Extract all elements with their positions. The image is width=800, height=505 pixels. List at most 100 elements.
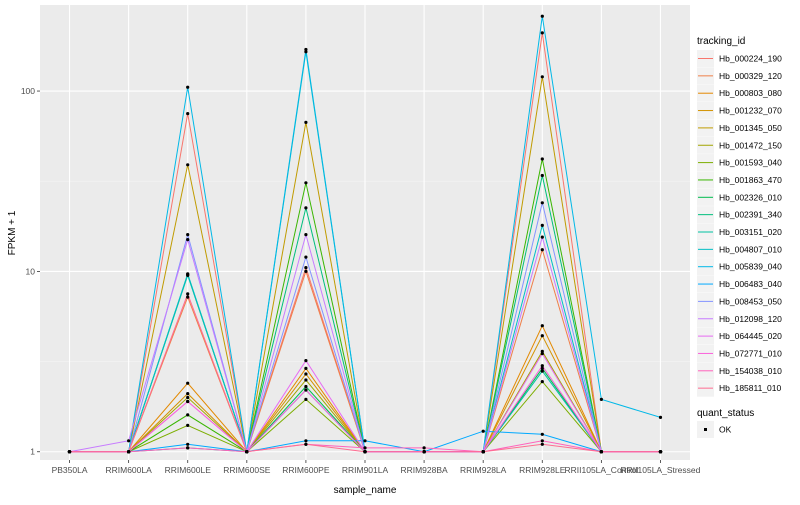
- data-point: [304, 372, 308, 376]
- data-point: [540, 201, 544, 205]
- data-point: [422, 450, 426, 454]
- data-point: [304, 206, 308, 210]
- data-point: [363, 446, 367, 450]
- data-point: [304, 233, 308, 237]
- legend-label: Hb_154038_010: [719, 366, 782, 376]
- data-point: [186, 446, 190, 450]
- data-point: [540, 432, 544, 436]
- legend-label: Hb_001345_050: [719, 123, 782, 133]
- data-point: [540, 380, 544, 384]
- data-point: [186, 85, 190, 89]
- y-tick-label: 1: [30, 447, 35, 457]
- legend-label: Hb_001472_150: [719, 140, 782, 150]
- legend-label: Hb_185811_010: [719, 383, 782, 393]
- data-point: [186, 112, 190, 116]
- y-tick-label: 100: [21, 86, 35, 96]
- legend-quant-status: quant_status OK: [697, 408, 754, 438]
- x-tick-label: PB350LA: [52, 465, 88, 475]
- data-point: [304, 181, 308, 185]
- data-point: [304, 255, 308, 259]
- data-point: [186, 399, 190, 404]
- legend-label: Hb_006483_040: [719, 279, 782, 289]
- legend-label: Hb_005839_040: [719, 262, 782, 272]
- legend-label: Hb_003151_020: [719, 227, 782, 237]
- data-point: [304, 378, 308, 382]
- data-point: [481, 450, 485, 454]
- legend-label: Hb_001863_470: [719, 175, 782, 185]
- y-tick-label: 10: [26, 266, 36, 276]
- data-point: [304, 50, 308, 54]
- legend-quant-status-title: quant_status: [697, 408, 754, 419]
- data-point: [304, 388, 308, 392]
- data-point: [540, 324, 544, 328]
- legend: tracking_id Hb_000224_190 Hb_000329_120 Hb…: [697, 36, 782, 397]
- data-point: [304, 366, 308, 370]
- legend-label: Hb_000803_080: [719, 88, 782, 98]
- data-point: [186, 423, 190, 427]
- data-point: [599, 450, 604, 454]
- data-point: [658, 415, 663, 419]
- data-point: [540, 349, 544, 353]
- x-tick-label: RRIM928BA: [400, 465, 448, 475]
- data-point: [186, 392, 190, 396]
- legend-label: Hb_064445_020: [719, 331, 782, 341]
- data-point: [186, 238, 190, 242]
- x-tick-label: RRIM901LA: [342, 465, 389, 475]
- data-point: [186, 233, 190, 237]
- data-point: [186, 413, 190, 417]
- x-tick-label: RRIM600LA: [105, 465, 152, 475]
- x-axis: PB350LA RRIM600LA RRIM600LE RRIM600SE RRIM60…: [52, 460, 701, 475]
- data-point: [127, 439, 131, 443]
- data-point: [540, 366, 544, 370]
- data-point: [304, 397, 308, 401]
- legend-label: Hb_002326_010: [719, 192, 782, 202]
- data-point: [540, 235, 544, 239]
- data-point: [304, 269, 308, 273]
- legend-label: Hb_002391_340: [719, 210, 782, 220]
- data-point: [540, 442, 544, 446]
- data-point: [540, 31, 544, 35]
- legend-quant-label: OK: [719, 425, 732, 435]
- y-axis: 1 10 100: [21, 86, 40, 457]
- data-point: [540, 352, 544, 356]
- data-point: [540, 173, 544, 178]
- x-tick-label: RRIM600PE: [282, 465, 330, 475]
- data-point: [186, 272, 190, 276]
- x-tick-label: RRIM600SE: [223, 465, 271, 475]
- data-point: [304, 266, 308, 270]
- data-point: [540, 157, 544, 161]
- data-point: [304, 439, 308, 443]
- data-point: [186, 395, 190, 400]
- x-tick-label: RRII105LA_Control: [565, 465, 639, 475]
- x-tick-label: RRIM928LE: [519, 465, 566, 475]
- data-point: [67, 450, 72, 454]
- legend-label: Hb_000224_190: [719, 54, 782, 64]
- data-point: [540, 223, 544, 227]
- legend-quant-key-point: [704, 428, 707, 431]
- data-point: [245, 450, 249, 454]
- data-point: [363, 450, 367, 454]
- data-point: [540, 75, 544, 79]
- x-tick-label: RRII105LA_Stressed: [621, 465, 701, 475]
- legend-label: Hb_012098_120: [719, 314, 782, 324]
- x-axis-title: sample_name: [334, 485, 397, 496]
- data-point: [540, 334, 544, 338]
- legend-label: Hb_000329_120: [719, 71, 782, 81]
- data-point: [540, 248, 544, 252]
- data-point: [304, 384, 308, 389]
- data-point: [363, 439, 367, 443]
- legend-label: Hb_001232_070: [719, 106, 782, 116]
- data-point: [481, 429, 485, 433]
- x-tick-label: RRIM600LE: [165, 465, 212, 475]
- y-axis-title: FPKM + 1: [7, 210, 18, 255]
- legend-label: Hb_001593_040: [719, 158, 782, 168]
- data-point: [658, 450, 663, 454]
- legend-label: Hb_004807_010: [719, 244, 782, 254]
- data-point: [186, 163, 190, 167]
- data-point: [186, 295, 190, 299]
- legend-label: Hb_008453_050: [719, 296, 782, 306]
- data-point: [186, 292, 190, 296]
- data-point: [540, 364, 544, 368]
- data-point: [599, 397, 604, 401]
